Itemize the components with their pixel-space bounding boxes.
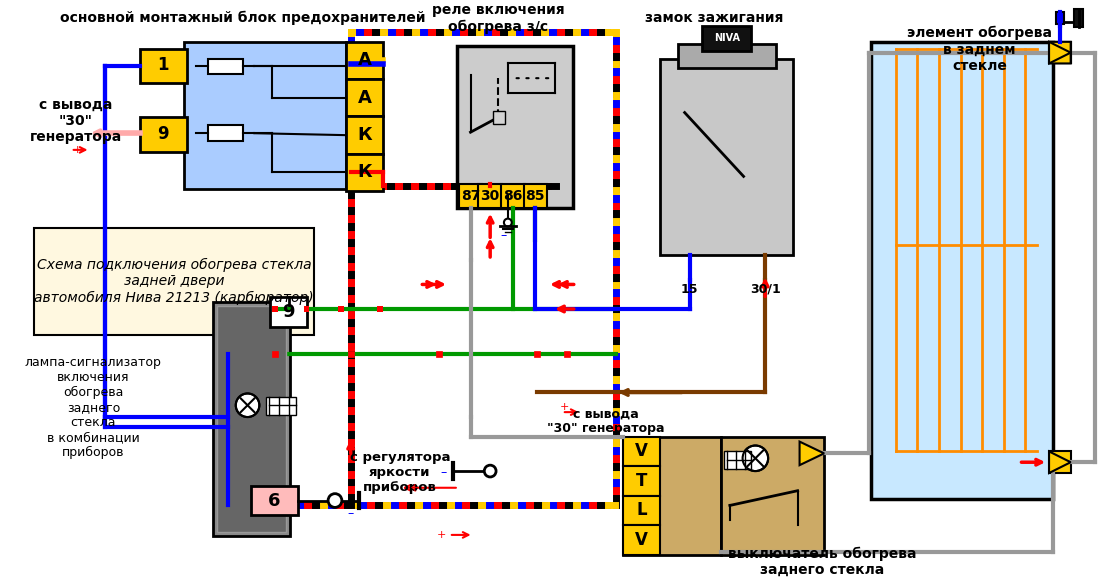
- Bar: [346, 154, 383, 191]
- Bar: [272, 306, 278, 312]
- Bar: [270, 297, 308, 326]
- Bar: [348, 351, 353, 357]
- Bar: [871, 42, 1053, 499]
- Text: 86: 86: [503, 189, 522, 203]
- Text: 30/1: 30/1: [750, 283, 781, 296]
- Bar: [501, 185, 524, 208]
- Text: А: А: [358, 89, 371, 107]
- Text: А: А: [358, 51, 371, 69]
- Text: V: V: [635, 531, 648, 549]
- Text: выключатель обогрева
заднего стекла: выключатель обогрева заднего стекла: [728, 547, 916, 577]
- Text: с вывода
"30"
генератора: с вывода "30" генератора: [30, 98, 121, 144]
- Bar: [1073, 9, 1083, 27]
- Bar: [183, 42, 346, 189]
- Bar: [251, 486, 298, 515]
- Text: Схема подключения обогрева стекла
задней двери
автомобиля Нива 21213 (карбюратор: Схема подключения обогрева стекла задней…: [34, 258, 314, 305]
- Bar: [1049, 451, 1071, 473]
- Text: реле включения
обогрева з/с: реле включения обогрева з/с: [432, 3, 564, 33]
- Text: L: L: [636, 501, 647, 519]
- Text: 9: 9: [157, 125, 169, 143]
- Bar: [1049, 42, 1071, 64]
- Bar: [1049, 42, 1071, 64]
- Text: замок зажигания: замок зажигания: [645, 11, 784, 25]
- Bar: [1055, 12, 1064, 24]
- Bar: [678, 44, 776, 68]
- Text: NIVA: NIVA: [714, 33, 740, 43]
- Bar: [564, 351, 570, 357]
- Bar: [493, 110, 505, 124]
- Text: +: +: [410, 483, 420, 493]
- Bar: [338, 306, 343, 312]
- Text: 6: 6: [268, 492, 280, 509]
- Bar: [660, 58, 793, 255]
- Circle shape: [236, 394, 259, 417]
- Bar: [139, 48, 187, 83]
- Text: 1: 1: [158, 57, 169, 74]
- Circle shape: [743, 446, 768, 471]
- Bar: [209, 58, 243, 74]
- Text: –: –: [440, 467, 447, 479]
- Bar: [623, 496, 660, 525]
- Text: 30: 30: [480, 189, 500, 203]
- Text: К: К: [357, 164, 372, 182]
- Text: +: +: [436, 530, 446, 540]
- Text: –: –: [348, 507, 353, 520]
- Text: элемент обогрева
в заднем
стекле: элемент обогрева в заднем стекле: [906, 26, 1052, 73]
- Bar: [304, 306, 309, 312]
- Circle shape: [503, 218, 512, 227]
- Text: 85: 85: [526, 189, 545, 203]
- Bar: [623, 525, 660, 555]
- Bar: [724, 451, 752, 469]
- Bar: [209, 126, 243, 141]
- Bar: [217, 306, 286, 532]
- Bar: [34, 228, 315, 335]
- Text: 87: 87: [460, 189, 480, 203]
- Text: с регулятора
яркости
приборов: с регулятора яркости приборов: [350, 451, 450, 495]
- Bar: [457, 46, 573, 208]
- Text: –: –: [501, 229, 507, 242]
- Bar: [378, 306, 383, 312]
- Text: основной монтажный блок предохранителей: основной монтажный блок предохранителей: [60, 11, 425, 26]
- Text: с вывода
"30" генератора: с вывода "30" генератора: [548, 407, 665, 435]
- Bar: [139, 117, 187, 152]
- Text: лампа-сигнализатор
включения
обогрева
заднего
стекла
в комбинации
приборов: лампа-сигнализатор включения обогрева за…: [25, 356, 162, 460]
- Polygon shape: [799, 442, 824, 465]
- Text: 9: 9: [283, 303, 295, 321]
- Circle shape: [485, 465, 496, 477]
- Bar: [478, 185, 502, 208]
- Bar: [436, 351, 442, 357]
- Polygon shape: [1049, 451, 1071, 473]
- Polygon shape: [1049, 42, 1071, 64]
- Text: 15: 15: [681, 283, 699, 296]
- Bar: [523, 185, 548, 208]
- Bar: [266, 397, 296, 415]
- Text: V: V: [635, 443, 648, 460]
- Text: К: К: [357, 126, 372, 144]
- Bar: [459, 185, 482, 208]
- Bar: [346, 116, 383, 154]
- Polygon shape: [1049, 42, 1071, 64]
- Bar: [534, 351, 540, 357]
- Bar: [346, 79, 383, 116]
- Bar: [702, 26, 752, 51]
- Bar: [623, 437, 660, 466]
- Bar: [623, 466, 660, 496]
- Text: +: +: [560, 402, 570, 412]
- Bar: [346, 42, 383, 79]
- Circle shape: [328, 493, 342, 507]
- Bar: [272, 351, 278, 357]
- Text: +: +: [73, 145, 83, 155]
- Bar: [623, 437, 721, 555]
- Bar: [213, 302, 289, 536]
- Bar: [721, 437, 824, 555]
- Text: T: T: [636, 472, 647, 490]
